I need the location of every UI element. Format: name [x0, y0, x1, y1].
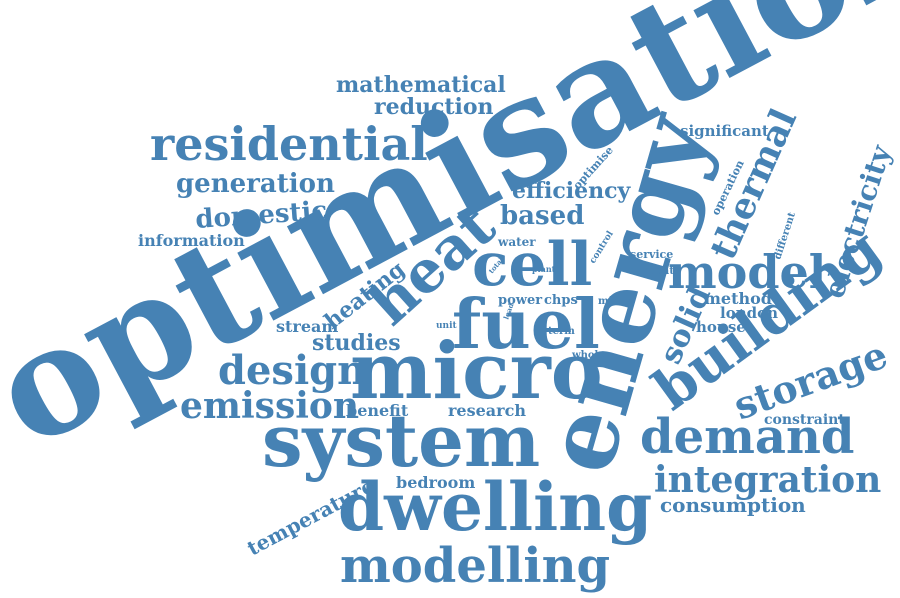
word-system: system — [262, 398, 540, 483]
word-fuel: fuel — [452, 285, 600, 365]
word-reduction: reduction — [374, 94, 494, 120]
word-demand: demand — [640, 409, 854, 465]
word-design: design — [218, 347, 366, 394]
word-significant: significant — [680, 122, 769, 140]
word-studies: studies — [312, 330, 401, 356]
word-method: method — [704, 289, 772, 308]
word-dwelling: dwelling — [338, 468, 652, 546]
word-bedroom: bedroom — [396, 473, 475, 492]
word-information: information — [138, 231, 245, 250]
word-emission: emission — [180, 385, 359, 427]
word-london: london — [720, 304, 778, 322]
word-residential: residential — [150, 117, 428, 171]
word-based: based — [500, 201, 584, 231]
word-efficiency: efficiency — [512, 178, 632, 204]
word-whole: whole — [571, 350, 605, 361]
word-benefit: benefit — [346, 401, 409, 420]
word-consumption: consumption — [660, 493, 806, 517]
word-power: power — [498, 293, 542, 308]
word-micro: micro — [350, 326, 603, 417]
word-mathematical: mathematical — [336, 72, 506, 98]
word-modelling: modelling — [340, 538, 610, 594]
word-constraint: constraint — [764, 412, 845, 428]
word-minlp: minlp — [598, 296, 630, 307]
word-service: service — [630, 248, 673, 261]
word-cell: cell — [472, 230, 592, 300]
word-research: research — [448, 401, 526, 420]
word-current: current — [628, 264, 675, 277]
word-generation: generation — [176, 169, 335, 199]
word-water: water — [497, 235, 536, 249]
word-unit: unit — [436, 321, 458, 331]
word-house: house — [696, 318, 746, 336]
word-model: model — [668, 245, 826, 299]
word-plant: plant — [532, 264, 556, 274]
word-term: term — [548, 326, 575, 337]
word-stream: stream — [276, 317, 338, 336]
word-chps: chps — [544, 293, 578, 308]
word-integration: integration — [654, 459, 881, 501]
